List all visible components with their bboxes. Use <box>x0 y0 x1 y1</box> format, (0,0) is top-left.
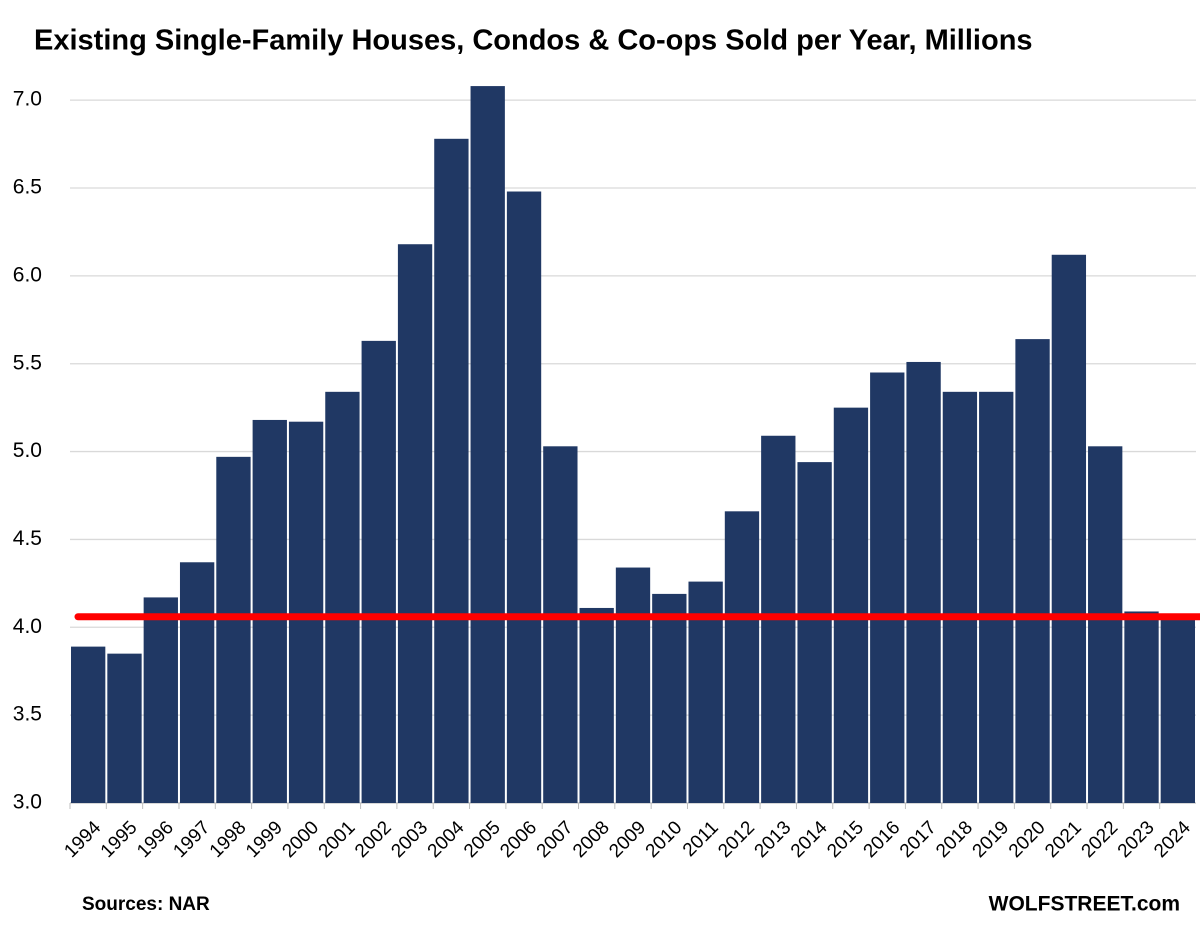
x-tick-label: 2010 <box>642 817 687 862</box>
y-tick-label: 4.5 <box>13 527 42 550</box>
x-tick-label: 2005 <box>460 817 505 862</box>
bar <box>833 407 869 803</box>
bar <box>288 421 324 803</box>
x-tick-label: 2001 <box>315 817 360 862</box>
y-tick-label: 6.5 <box>13 176 42 199</box>
x-tick-label: 2024 <box>1150 817 1195 862</box>
x-tick-label: 2017 <box>896 817 941 862</box>
y-tick-label: 3.0 <box>13 791 42 814</box>
y-tick-label: 5.5 <box>13 351 42 374</box>
bar <box>906 361 941 803</box>
bar <box>543 446 578 803</box>
y-tick-label: 7.0 <box>13 88 42 111</box>
x-tick-label: 2019 <box>969 817 1014 862</box>
bar <box>1124 611 1159 803</box>
bar <box>71 646 106 803</box>
watermark: WOLFSTREET.com <box>989 893 1180 916</box>
bar <box>179 562 215 803</box>
bar <box>942 391 978 803</box>
bar <box>870 372 905 803</box>
bar <box>325 391 360 803</box>
x-tick-label: 2007 <box>533 817 578 862</box>
x-tick-label: 1995 <box>97 817 142 862</box>
bar <box>434 138 469 804</box>
x-tick-label: 2021 <box>1041 817 1086 862</box>
x-tick-label: 1998 <box>206 817 251 862</box>
x-tick-label: 2013 <box>751 817 796 862</box>
bar <box>979 391 1014 803</box>
x-tick-label: 2003 <box>387 817 432 862</box>
x-tick-label: 2018 <box>932 817 977 862</box>
y-tick-label: 6.0 <box>13 263 42 286</box>
x-tick-label: 2012 <box>714 817 759 862</box>
x-tick-label: 2023 <box>1114 817 1159 862</box>
bar <box>506 191 542 803</box>
x-tick-label: 2009 <box>605 817 650 862</box>
bar <box>361 340 396 803</box>
x-tick-label: 1994 <box>60 817 105 862</box>
x-tick-label: 2006 <box>496 817 541 862</box>
x-tick-label: 2004 <box>424 817 469 862</box>
bar <box>252 419 287 803</box>
x-tick-label: 2008 <box>569 817 614 862</box>
bar <box>397 244 433 803</box>
bar <box>652 593 687 803</box>
x-tick-label: 2014 <box>787 817 832 862</box>
y-tick-label: 3.5 <box>13 703 42 726</box>
bar <box>470 86 505 804</box>
bar <box>1051 254 1087 803</box>
y-tick-label: 4.0 <box>13 615 42 638</box>
x-tick-label: 2016 <box>860 817 905 862</box>
x-tick-label: 2011 <box>679 817 723 861</box>
bar <box>579 607 614 803</box>
x-tick-label: 1997 <box>169 817 214 862</box>
x-tick-label: 2000 <box>278 817 323 862</box>
bar <box>615 567 651 803</box>
x-tick-label: 2022 <box>1078 817 1123 862</box>
bar <box>797 462 832 803</box>
bar <box>1015 339 1050 803</box>
x-tick-label: 2002 <box>351 817 396 862</box>
x-tick-label: 2020 <box>1005 817 1050 862</box>
bar <box>1088 446 1123 803</box>
bar <box>1160 616 1195 803</box>
x-tick-label: 2015 <box>823 817 868 862</box>
bar <box>107 653 142 803</box>
x-tick-label: 1999 <box>242 817 287 862</box>
source: Sources: NAR <box>82 894 210 915</box>
bar <box>143 597 178 803</box>
chart-title: Existing Single-Family Houses, Condos & … <box>34 25 1033 57</box>
y-tick-label: 5.0 <box>13 439 42 462</box>
bar <box>216 456 251 803</box>
bar <box>724 511 760 803</box>
x-tick-label: 1996 <box>133 817 178 862</box>
